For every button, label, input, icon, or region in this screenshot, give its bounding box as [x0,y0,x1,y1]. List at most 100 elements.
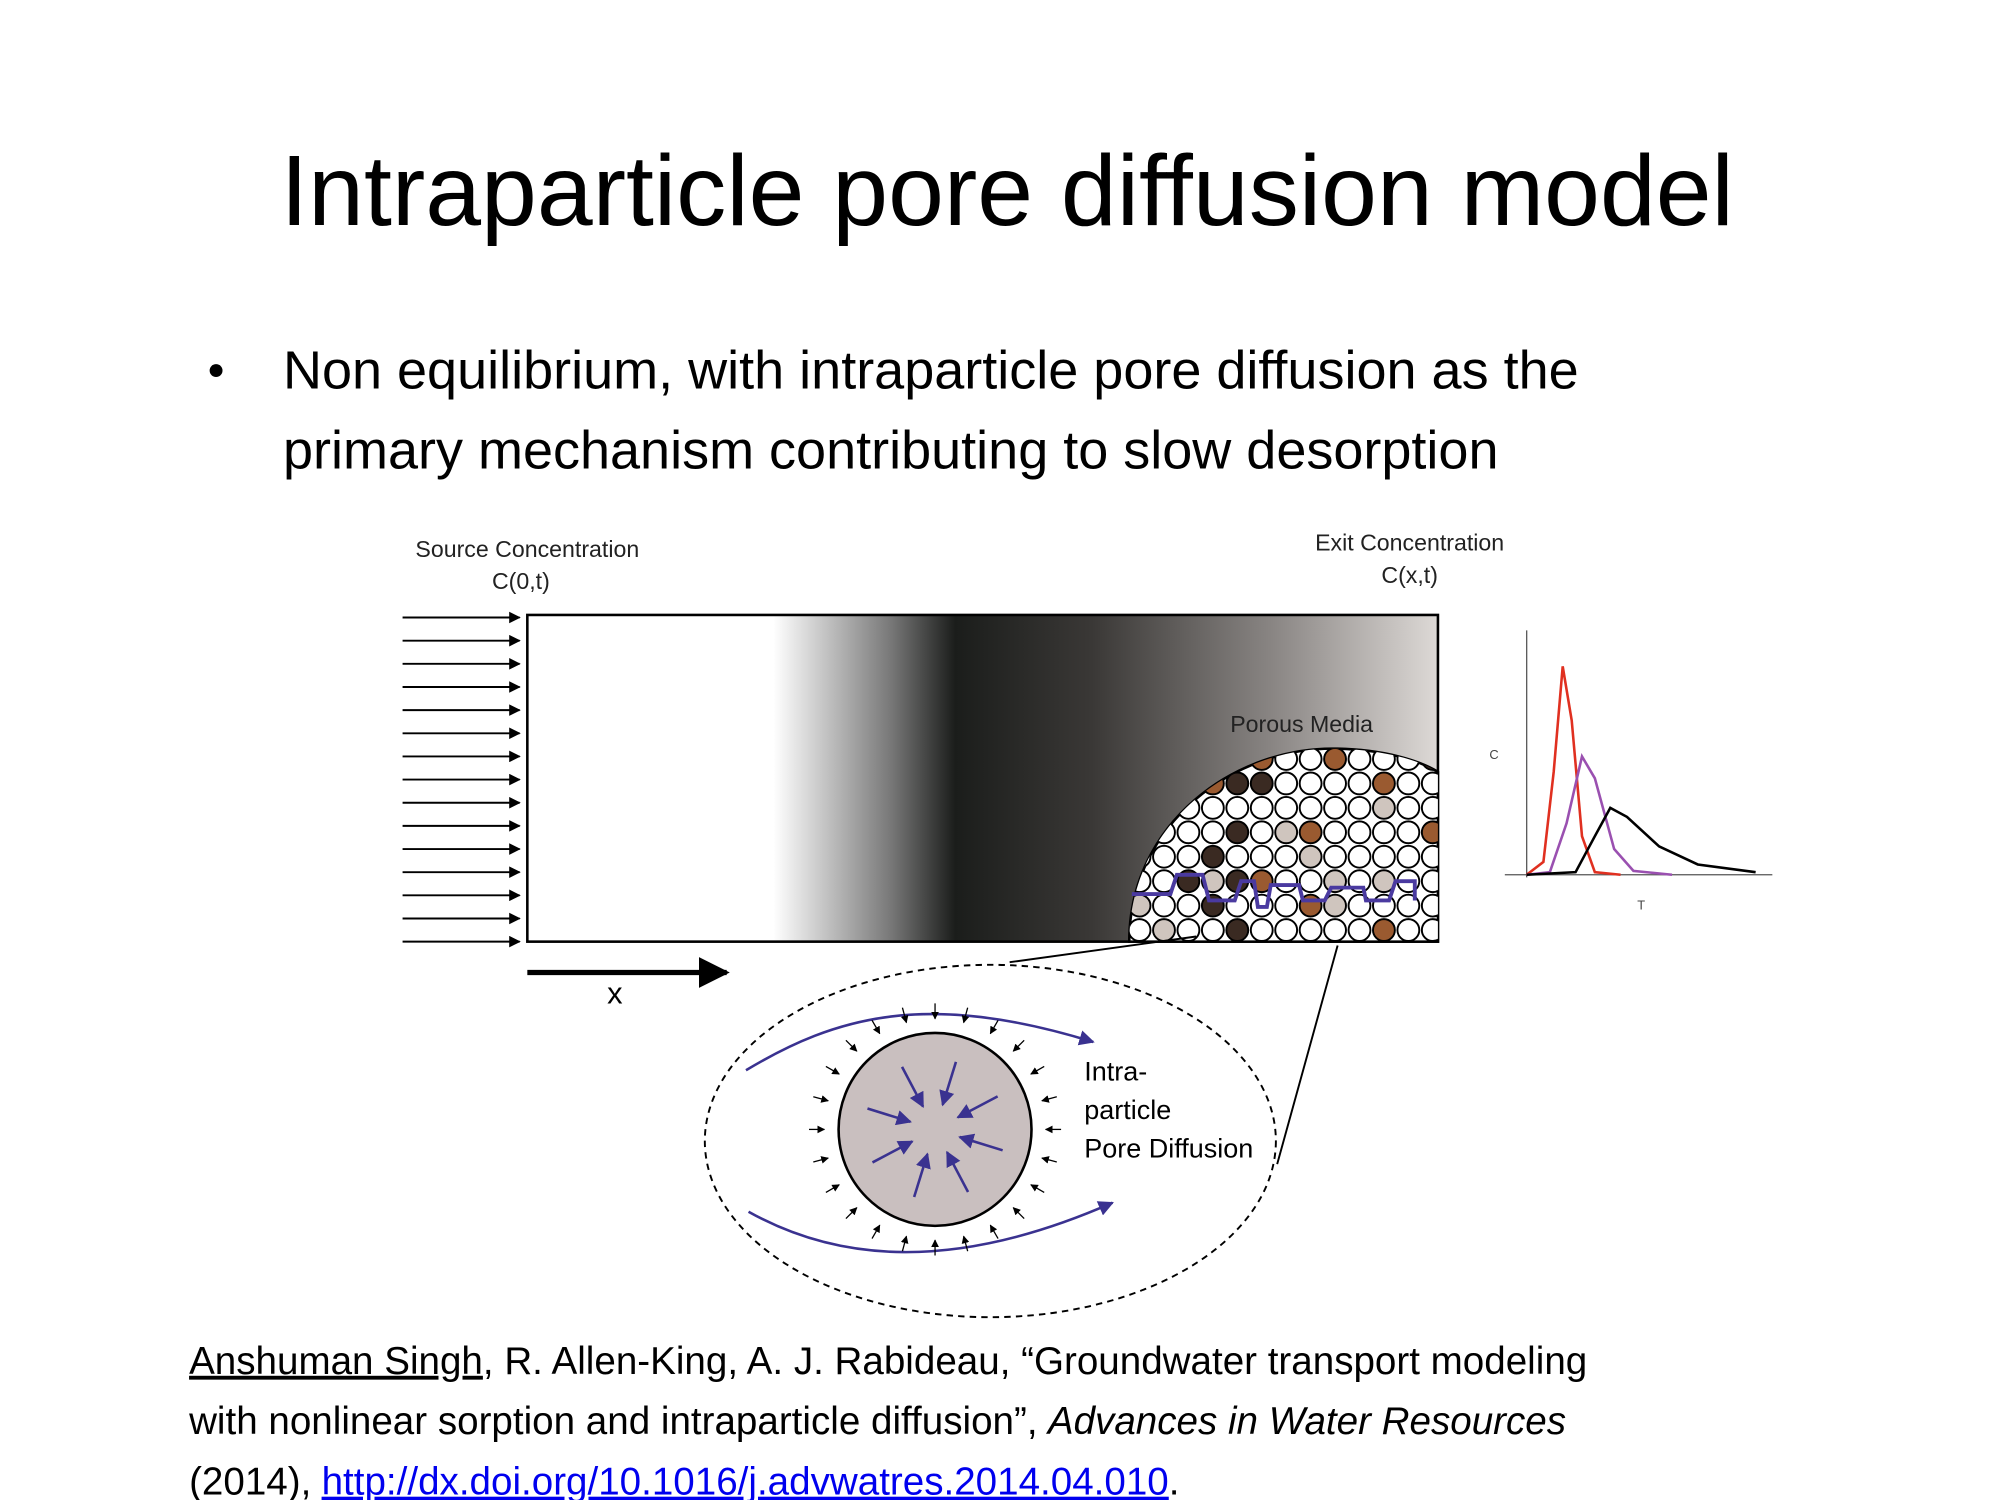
zoom-line [1276,945,1339,1165]
radial-arrow [989,1224,999,1239]
pore [1200,795,1225,820]
pore [1372,918,1396,942]
radial-arrow [1030,1065,1045,1075]
citation-journal: Advances in Water Resources [1046,1400,1566,1443]
flow-arrow [745,1012,1095,1072]
pore [1298,918,1323,942]
pore [1274,771,1299,796]
pore [1274,869,1299,894]
radial-arrow [961,1235,970,1252]
x-label: x [607,975,623,1010]
radial-arrow [845,1207,858,1220]
pore [1200,820,1225,845]
pore [1323,795,1347,820]
pore [1274,820,1299,845]
pore-arrow [871,1140,914,1164]
pore [1323,820,1347,845]
pore [1347,918,1372,942]
source-label: Source Concentration [415,536,639,562]
citation-line: Anshuman Singh, R. Allen-King, A. J. Rab… [189,1340,1587,1383]
pore-arrow [900,1066,925,1109]
pore [1152,918,1176,942]
inset-label: particle [1084,1095,1171,1125]
radial-arrows [809,1003,1062,1256]
pore [1420,771,1438,796]
inset-label: Intra- [1084,1057,1147,1087]
diagram: Source Concentration C(0,t) Exit Concent… [402,530,1773,1319]
exit-symbol: C(x,t) [1381,562,1438,588]
pore [1225,844,1250,869]
citation-link[interactable]: http://dx.doi.org/10.1016/j.advwatres.20… [322,1461,1169,1500]
breakthrough-plot: C T [1489,630,1773,912]
flow-path [1131,872,1417,909]
pore-arrow [939,1061,958,1107]
radial-arrow [1012,1207,1025,1220]
radial-arrow [989,1019,999,1035]
plot-curve [1526,806,1756,877]
exit-label: Exit Concentration [1315,530,1504,556]
pore [1274,918,1299,942]
pore [1347,771,1372,796]
pore [1225,918,1250,942]
pore-arrow [912,1152,931,1198]
citation-line: with nonlinear sorption and intraparticl… [188,1400,1566,1443]
flow-arrow [747,1201,1114,1254]
pore [1323,893,1347,918]
plot-curve [1525,666,1621,877]
citation-line: (2014), http://dx.doi.org/10.1016/j.advwa… [189,1461,1179,1500]
citation-author: Anshuman Singh [189,1340,483,1383]
pore [1347,795,1372,820]
pore-arrow [945,1150,970,1193]
pore [1129,918,1152,942]
pore [1176,893,1201,918]
radial-arrow [961,1007,970,1024]
pore [1176,918,1201,942]
pore [1323,771,1347,796]
inset-label: Pore Diffusion [1084,1134,1253,1164]
pore [1200,918,1225,942]
particle [837,1031,1033,1228]
citation-end: . [1169,1461,1180,1500]
pore [1420,869,1438,894]
radial-arrow [825,1184,840,1194]
radial-arrow [871,1019,881,1035]
pore [1347,844,1372,869]
pore [1396,918,1421,942]
pore [1298,820,1323,845]
pore [1176,820,1201,845]
pore [1249,844,1274,869]
bullet-line: primary mechanism contributing to slow d… [283,420,1499,480]
pore [1347,748,1372,771]
radial-arrow [1041,1156,1057,1164]
citation-text: , R. Allen-King, A. J. Rabideau, “Ground… [483,1340,1587,1383]
pore [1420,820,1438,845]
pore [1225,771,1250,796]
slide-title: Intraparticle pore diffusion model [280,135,1734,247]
pore [1298,748,1323,771]
pore-arrow [958,1133,1004,1152]
pore [1323,844,1347,869]
pore [1225,820,1250,845]
pore [1298,795,1323,820]
citation-text: with nonlinear sorption and intraparticl… [188,1400,1038,1443]
pore [1347,820,1372,845]
pore [1420,918,1438,942]
pore [1420,893,1438,918]
pore [1396,820,1421,845]
pore [1225,795,1250,820]
pore [1396,771,1421,796]
pore [1372,820,1396,845]
pore [1323,918,1347,942]
pore [1298,771,1323,796]
pore [1420,795,1438,820]
radial-arrow [900,1235,909,1252]
pore [1396,844,1421,869]
pore [1200,844,1225,869]
plot-y-label: C [1489,747,1498,762]
pore [1274,844,1299,869]
inset-outline [703,963,1277,1319]
bullet-dot [209,364,223,378]
bullet-line: Non equilibrium, with intraparticle pore… [283,341,1579,401]
